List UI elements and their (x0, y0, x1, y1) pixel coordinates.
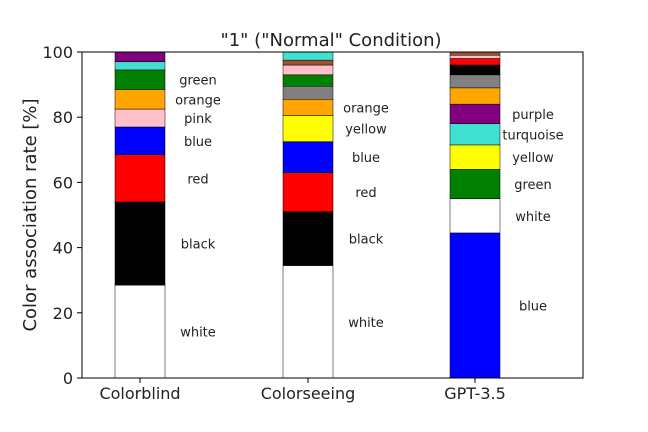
chart-title: "1" ("Normal" Condition) (220, 30, 441, 51)
segment-label: blue (519, 299, 547, 314)
segment-label: orange (175, 93, 221, 108)
bar-segment (114, 126, 166, 155)
segment-label: turquoise (502, 128, 563, 143)
bar-segment (114, 201, 166, 286)
bar-segment (282, 211, 334, 266)
segment-label: blue (184, 135, 212, 150)
bar-segment (114, 89, 166, 110)
bar-segment (449, 123, 501, 146)
segment-label: black (349, 233, 384, 248)
x-tick-label: GPT-3.5 (444, 384, 506, 403)
y-tick-label: 80 (53, 108, 73, 127)
x-tick-label: Colorseeing (261, 384, 356, 403)
segment-label: white (180, 326, 216, 341)
bar-segment (282, 115, 334, 142)
bar-segment (449, 144, 501, 170)
bar-segment (114, 51, 166, 63)
bar-segment (449, 103, 501, 124)
bar-segment (282, 59, 334, 66)
bar-segment (114, 154, 166, 203)
segment-label: red (355, 186, 376, 201)
axes-frame (81, 51, 584, 379)
bar-segment (449, 232, 501, 379)
bar-segment (449, 87, 501, 105)
bar-segment (449, 64, 501, 76)
y-tick-label: 0 (63, 369, 73, 388)
bar-segment (114, 61, 166, 71)
bar-segment (282, 74, 334, 87)
x-tick-label: Colorblind (99, 384, 180, 403)
segment-label: purple (512, 108, 554, 123)
segment-label: black (181, 238, 216, 253)
segment-label: red (187, 172, 208, 187)
plot-area: 0 20 40 60 80 100 white black red blue pink orange g… (42, 43, 584, 403)
bar-segment (282, 265, 334, 379)
y-axis-label: Color association rate [%] (20, 98, 41, 331)
y-tick-label: 20 (53, 304, 73, 323)
segment-label: yellow (512, 151, 554, 166)
bar-segment (282, 51, 334, 61)
bar-segment (114, 108, 166, 128)
bar-segment (282, 141, 334, 173)
y-tick-label: 40 (53, 239, 73, 258)
y-tick-label: 60 (53, 173, 73, 192)
bar-segment (449, 169, 501, 199)
segment-label: blue (352, 151, 380, 166)
bar-segment (449, 55, 501, 59)
segment-label: yellow (345, 123, 387, 138)
segment-label: pink (184, 112, 212, 127)
y-tick-label: 100 (42, 43, 73, 62)
segment-label: white (348, 316, 384, 331)
bar-segment (114, 69, 166, 90)
bar-segment (282, 85, 334, 100)
segment-label: green (514, 178, 552, 193)
bar-segment (449, 198, 501, 234)
bar-segment (282, 99, 334, 116)
bar-segment (282, 64, 334, 76)
segment-label: orange (343, 101, 389, 116)
segment-label: green (179, 74, 217, 89)
bar-segment (282, 172, 334, 212)
bar-segment (449, 58, 501, 66)
segment-label: white (515, 210, 551, 225)
bar-segment (114, 284, 166, 379)
bar-segment (449, 74, 501, 89)
